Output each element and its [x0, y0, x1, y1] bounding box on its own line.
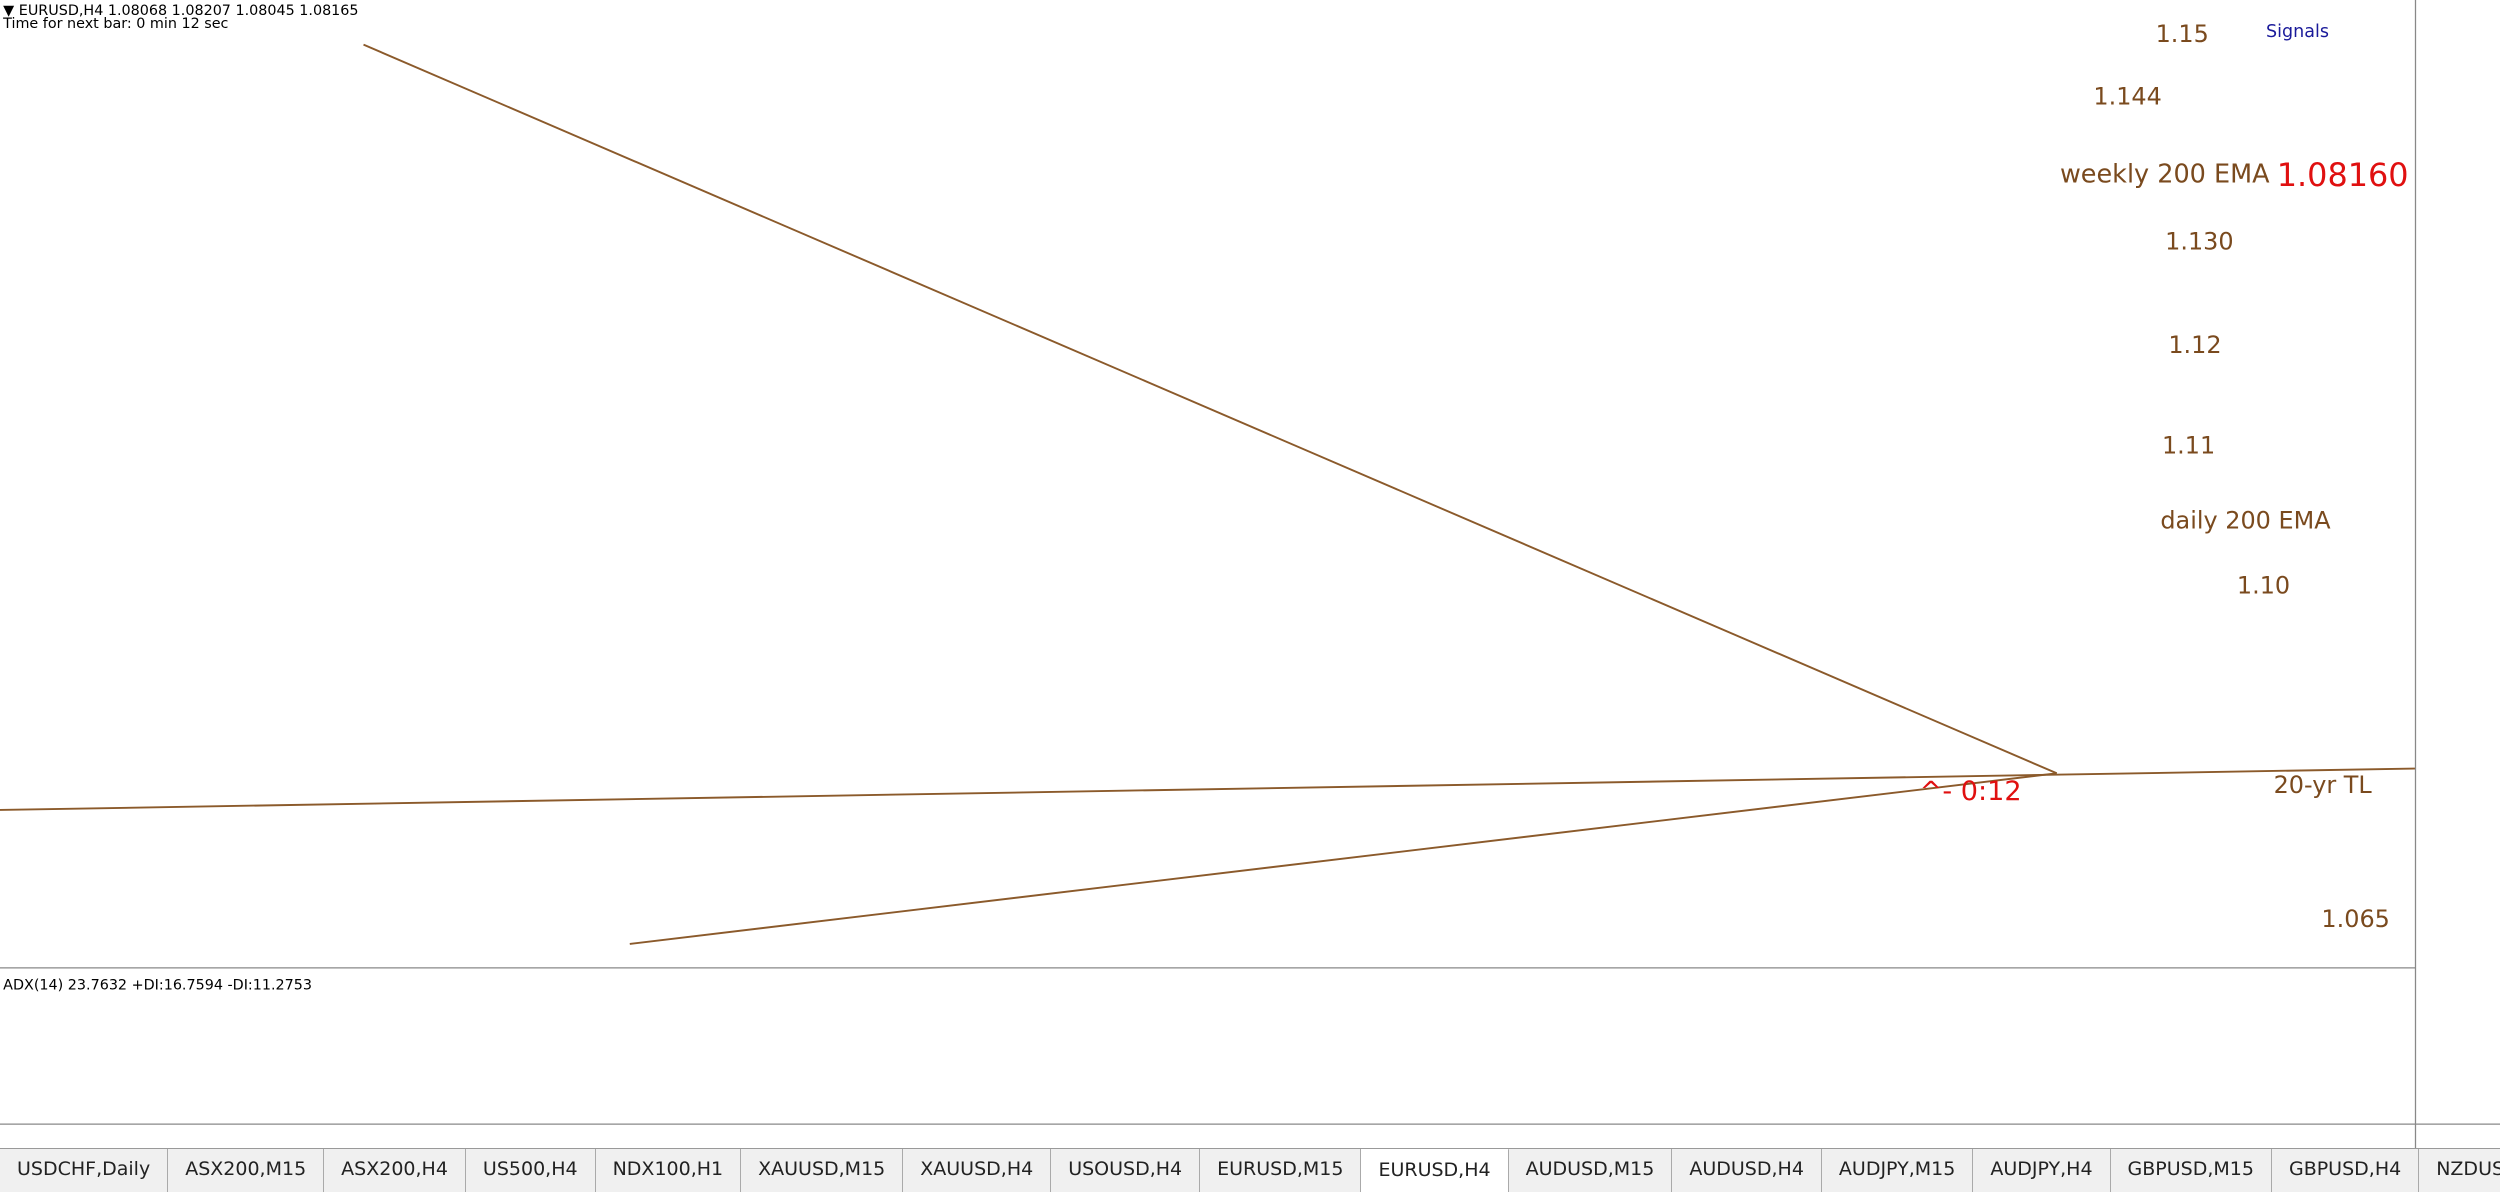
chart-tabs: USDCHF,Daily ASX200,M15 ASX200,H4 US500,H4 N… [0, 1148, 2500, 1192]
symbol-line: ▼ EURUSD,H4 1.08068 1.08207 1.08045 1.08… [3, 3, 358, 19]
chart-tab[interactable]: AUDUSD,M15 [1509, 1149, 1673, 1192]
chart-tab[interactable]: XAUUSD,M15 [741, 1149, 904, 1192]
annotation: 1.08160 [2277, 156, 2409, 194]
chart-tab[interactable]: USOUSD,H4 [1051, 1149, 1201, 1192]
chart-window: ▼ EURUSD,H4 1.08068 1.08207 1.08045 1.08… [0, 0, 2500, 1148]
chart-tab[interactable]: EURUSD,H4 [1361, 1149, 1509, 1192]
chart-tab[interactable]: AUDJPY,H4 [1973, 1149, 2111, 1192]
chart-tab[interactable]: GBPUSD,H4 [2272, 1149, 2420, 1192]
trend-line [0, 767, 2416, 811]
annotation: 1.11 [2162, 431, 2215, 459]
chart-tab[interactable]: ASX200,H4 [324, 1149, 466, 1192]
adx-label: ADX(14) 23.7632 +DI:16.7594 -DI:11.2753 [3, 977, 312, 993]
chart-tab[interactable]: USDCHF,Daily [0, 1149, 169, 1192]
chart-tab[interactable]: EURUSD,M15 [1200, 1149, 1362, 1192]
trend-line [363, 43, 2058, 775]
annotation: 1.130 [2165, 227, 2233, 255]
chart-tab[interactable]: XAUUSD,H4 [903, 1149, 1052, 1192]
annotation: daily 200 EMA [2160, 506, 2331, 534]
chart-tab[interactable]: GBPUSD,M15 [2111, 1149, 2272, 1192]
chart-tab[interactable]: AUDJPY,M15 [1822, 1149, 1974, 1192]
annotations: 1.15 1.144 weekly 200 EMA 1.08160 1.130 … [1920, 20, 2409, 933]
signals-title: Signals [2266, 22, 2329, 42]
annotation: 1.144 [2093, 82, 2161, 110]
chart-tab[interactable]: NDX100,H1 [596, 1149, 742, 1192]
annotation: 1.10 [2237, 572, 2290, 600]
chart-tab[interactable]: NZDUSD,M15 [2419, 1149, 2500, 1192]
annotation: weekly 200 EMA [2060, 159, 2270, 189]
background [0, 0, 2500, 1148]
chart-tab[interactable]: AUDUSD,H4 [1672, 1149, 1822, 1192]
annotation: 1.15 [2156, 20, 2209, 48]
bar-timer: Time for next bar: 0 min 12 sec [2, 16, 228, 32]
annotation: 1.12 [2168, 331, 2221, 359]
annotation: ^- 0:12 [1920, 776, 2022, 807]
trend-line [629, 772, 2057, 945]
chart-tab[interactable]: US500,H4 [466, 1149, 596, 1192]
chart-tab[interactable]: ASX200,M15 [168, 1149, 325, 1192]
annotation: 1.065 [2321, 905, 2389, 933]
annotation: 20-yr TL [2274, 771, 2373, 799]
